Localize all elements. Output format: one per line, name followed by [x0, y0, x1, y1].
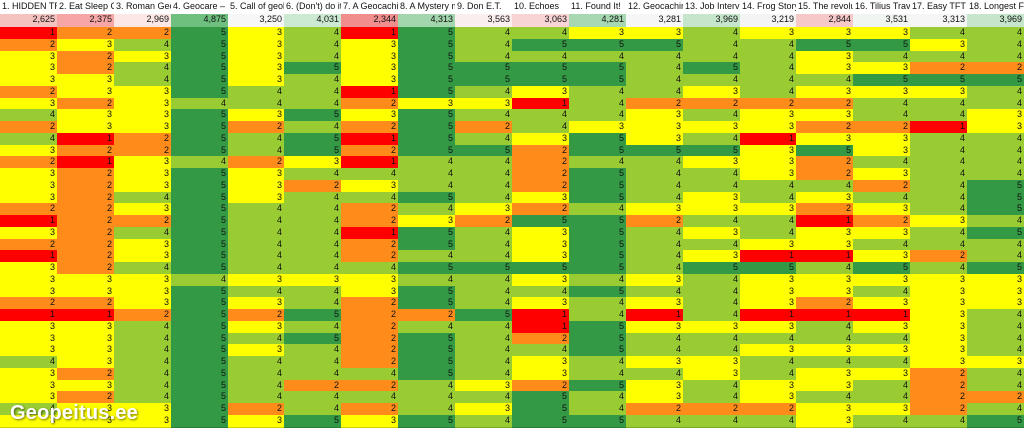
average-cell[interactable]: 2,969	[114, 14, 172, 28]
rating-cell[interactable]: 5	[171, 415, 229, 428]
average-cell[interactable]: 3,063	[512, 14, 570, 28]
column-header[interactable]: 9. Don E.T.	[455, 0, 513, 15]
watermark-logo: Geopeitus.ee	[10, 402, 138, 424]
column-header[interactable]: 1. HIDDEN TR	[0, 0, 58, 15]
column-header[interactable]: 14. Frog Story	[740, 0, 797, 15]
rating-cell[interactable]: 3	[228, 415, 285, 428]
column-header[interactable]: 15. The revolut	[796, 0, 854, 15]
rating-cell[interactable]: 3	[796, 415, 854, 428]
column-header[interactable]: 10. Echoes	[512, 0, 570, 15]
average-cell[interactable]: 4,875	[171, 14, 229, 28]
column-header[interactable]: 8. A Mystery m	[398, 0, 456, 15]
rating-cell[interactable]: 3	[341, 415, 399, 428]
average-cell[interactable]: 3,531	[853, 14, 911, 28]
average-cell[interactable]: 3,219	[740, 14, 797, 28]
column-header[interactable]: 17. Easy TFT	[910, 0, 968, 15]
rating-cell[interactable]: 4	[683, 415, 741, 428]
column-header[interactable]: 3. Roman Geo	[114, 0, 172, 15]
column-header[interactable]: 5. Call of geolo	[228, 0, 285, 15]
column-header[interactable]: 6. (Don't) do it	[284, 0, 342, 15]
rating-cell[interactable]: 4	[853, 415, 911, 428]
average-cell[interactable]: 3,281	[626, 14, 684, 28]
average-cell[interactable]: 4,313	[398, 14, 456, 28]
column-header[interactable]: 7. A Geocachi	[341, 0, 399, 15]
column-header[interactable]: 2. Eat Sleep C	[57, 0, 115, 15]
rating-cell[interactable]: 5	[569, 415, 627, 428]
average-cell[interactable]: 2,344	[341, 14, 399, 28]
average-cell[interactable]: 3,969	[683, 14, 741, 28]
average-cell[interactable]: 3,563	[455, 14, 513, 28]
average-cell[interactable]: 2,375	[57, 14, 115, 28]
rating-cell[interactable]: 5	[512, 415, 570, 428]
column-header[interactable]: 18. Longest F-	[967, 0, 1024, 15]
column-header[interactable]: 13. Job Intervi	[683, 0, 741, 15]
average-cell[interactable]: 4,031	[284, 14, 342, 28]
average-cell[interactable]: 2,844	[796, 14, 854, 28]
average-cell[interactable]: 3,313	[910, 14, 968, 28]
rating-cell[interactable]: 5	[398, 415, 456, 428]
rating-cell[interactable]: 4	[740, 415, 797, 428]
column-header[interactable]: 11. Found It!	[569, 0, 627, 15]
rating-cell[interactable]: 4	[910, 415, 968, 428]
column-header[interactable]: 16. Tilius Trave	[853, 0, 911, 15]
average-cell[interactable]: 3,969	[967, 14, 1024, 28]
rating-cell[interactable]: 4	[626, 415, 684, 428]
average-cell[interactable]: 4,281	[569, 14, 627, 28]
rating-cell[interactable]: 5	[967, 415, 1024, 428]
column-header[interactable]: 4. Geocare – I	[171, 0, 229, 15]
average-cell[interactable]: 2,625	[0, 14, 58, 28]
column-header[interactable]: 12. Geocachin	[626, 0, 684, 15]
rating-cell[interactable]: 4	[455, 415, 513, 428]
rating-cell[interactable]: 5	[284, 415, 342, 428]
average-cell[interactable]: 3,250	[228, 14, 285, 28]
